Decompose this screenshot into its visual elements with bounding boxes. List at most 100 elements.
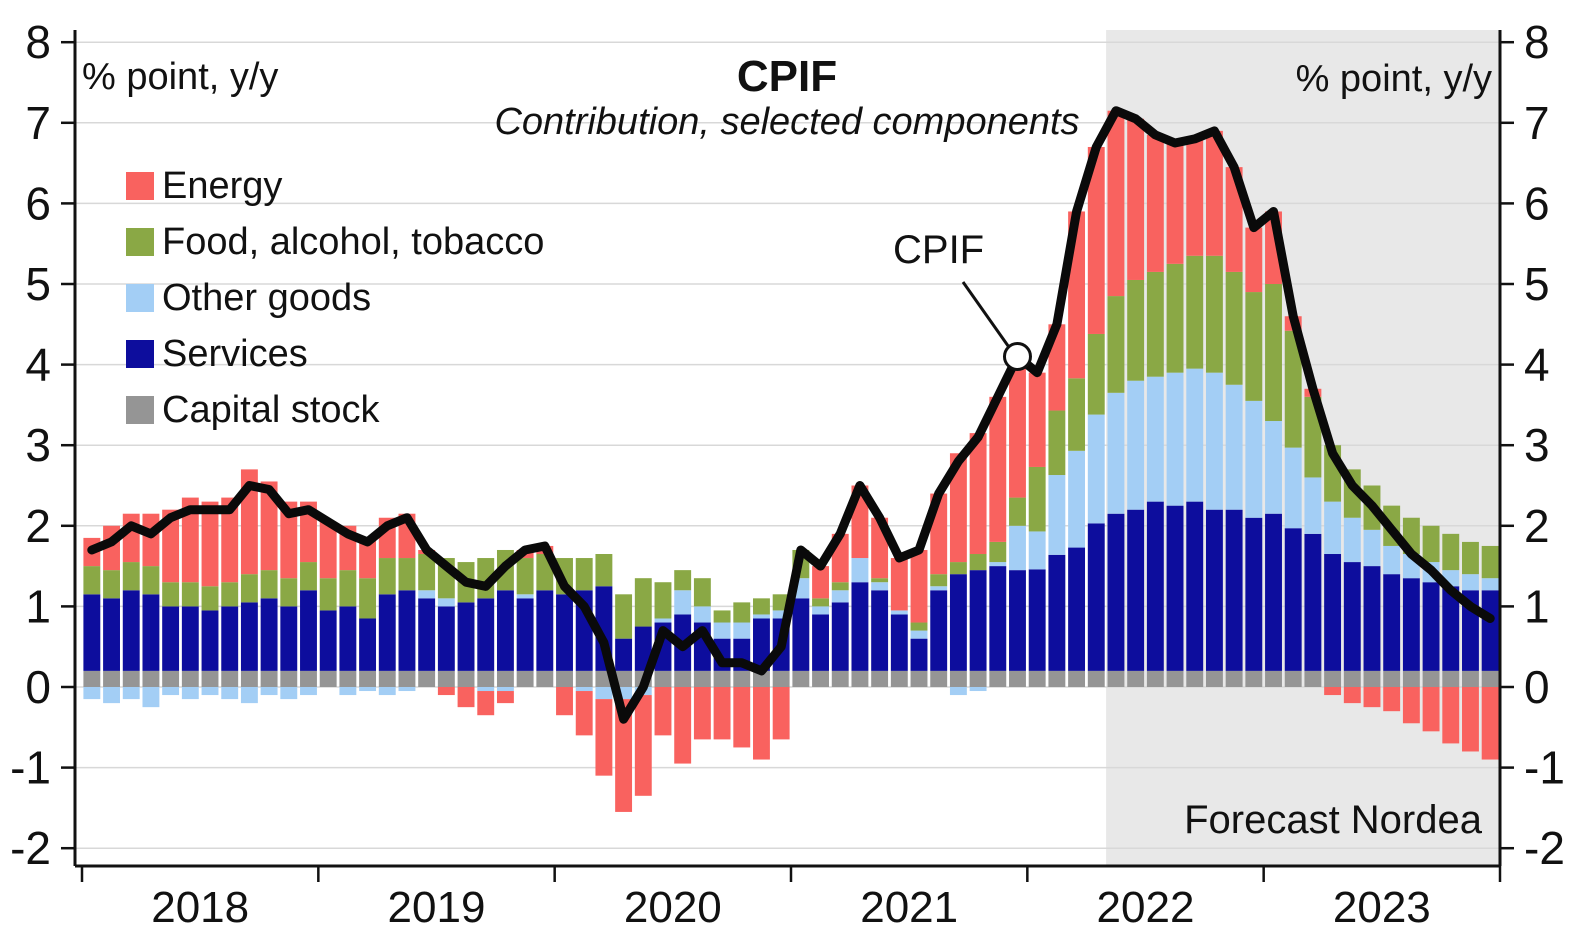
bar-segment bbox=[1343, 670, 1361, 687]
bar-segment bbox=[1383, 670, 1401, 687]
bar-segment bbox=[496, 590, 514, 671]
bar-segment bbox=[654, 687, 672, 736]
bar-segment bbox=[418, 670, 436, 687]
bar-segment bbox=[910, 549, 928, 623]
bar-segment bbox=[221, 606, 239, 671]
bar-segment bbox=[103, 570, 120, 599]
bar-segment bbox=[1068, 547, 1086, 671]
bar-segment bbox=[457, 687, 475, 708]
bar-segment bbox=[753, 598, 770, 615]
bar-segment bbox=[142, 670, 160, 687]
bar-segment bbox=[319, 578, 337, 611]
bar-segment bbox=[1245, 400, 1263, 518]
bar-segment bbox=[733, 687, 751, 748]
bar-segment bbox=[910, 630, 928, 639]
y-tick-label-right: 8 bbox=[1524, 16, 1550, 68]
y-tick-label-left: 7 bbox=[25, 97, 51, 149]
legend: Energy Food, alcohol, tobacco Other good… bbox=[126, 158, 544, 438]
bar-segment bbox=[201, 501, 219, 587]
bar-segment bbox=[1107, 670, 1125, 687]
bar-segment bbox=[1481, 545, 1499, 579]
bar-segment bbox=[1363, 670, 1381, 687]
bar-segment bbox=[1048, 554, 1066, 671]
bar-segment bbox=[339, 570, 357, 607]
cpif-line-annotation-label: CPIF bbox=[893, 228, 985, 272]
bar-segment bbox=[989, 541, 1007, 563]
bar-segment bbox=[142, 513, 160, 567]
bar-segment bbox=[1462, 670, 1479, 687]
bar-segment bbox=[457, 602, 475, 671]
bar-segment bbox=[398, 590, 416, 671]
bar-segment bbox=[300, 687, 317, 696]
legend-item-other-goods: Other goods bbox=[126, 270, 544, 326]
bar-segment bbox=[930, 574, 948, 587]
bar-segment bbox=[122, 687, 140, 700]
bar-segment bbox=[949, 687, 967, 696]
legend-label: Other goods bbox=[162, 276, 372, 319]
y-tick-label-left: 3 bbox=[25, 419, 51, 471]
bar-segment bbox=[792, 670, 810, 687]
bar-segment bbox=[1087, 523, 1105, 671]
bar-segment bbox=[753, 670, 770, 687]
annotation-leader-line bbox=[961, 281, 1010, 348]
bar-segment bbox=[1422, 525, 1440, 563]
bar-segment bbox=[122, 670, 140, 687]
bar-segment bbox=[1284, 330, 1302, 448]
x-year-label: 2020 bbox=[624, 883, 722, 932]
bar-segment bbox=[634, 626, 652, 671]
bar-segment bbox=[1107, 513, 1125, 671]
bar-segment bbox=[1265, 513, 1282, 671]
bar-segment bbox=[693, 578, 711, 607]
bar-segment bbox=[634, 578, 652, 627]
bar-segment bbox=[437, 606, 455, 671]
bar-segment bbox=[1205, 255, 1223, 373]
bar-segment bbox=[280, 670, 298, 687]
bar-segment bbox=[615, 699, 633, 812]
bar-segment bbox=[477, 691, 495, 716]
bar-segment bbox=[930, 670, 948, 687]
legend-label: Food, alcohol, tobacco bbox=[162, 220, 545, 263]
bar-segment bbox=[1127, 509, 1145, 671]
bar-segment bbox=[1166, 505, 1184, 671]
bar-segment bbox=[516, 558, 534, 595]
bar-segment bbox=[595, 699, 613, 776]
energy-swatch-icon bbox=[126, 172, 154, 200]
bar-segment bbox=[1127, 118, 1145, 280]
y-tick-label-left: 8 bbox=[25, 16, 51, 68]
bar-segment bbox=[1343, 687, 1361, 704]
bar-segment bbox=[949, 562, 967, 575]
bar-segment bbox=[1402, 687, 1420, 724]
bar-segment bbox=[378, 670, 396, 687]
bar-segment bbox=[1402, 578, 1420, 671]
bar-segment bbox=[280, 578, 298, 607]
bar-segment bbox=[162, 687, 180, 696]
bar-segment bbox=[300, 590, 317, 671]
bar-segment bbox=[674, 570, 692, 591]
bar-segment bbox=[1324, 554, 1342, 671]
bar-segment bbox=[496, 687, 514, 692]
bar-segment bbox=[142, 594, 160, 671]
bar-segment bbox=[674, 590, 692, 615]
bar-segment bbox=[595, 687, 613, 700]
bar-segment bbox=[1363, 529, 1381, 567]
y-tick-label-right: 3 bbox=[1524, 419, 1550, 471]
bar-segment bbox=[812, 566, 829, 599]
bar-segment bbox=[831, 582, 849, 591]
bar-segment bbox=[437, 687, 455, 696]
y-axis-unit-label-right: % point, y/y bbox=[1295, 58, 1492, 100]
bar-segment bbox=[1009, 570, 1026, 671]
bar-segment bbox=[1107, 110, 1125, 297]
bar-segment bbox=[240, 602, 258, 671]
bar-segment bbox=[1363, 566, 1381, 671]
bar-segment bbox=[1166, 372, 1184, 506]
y-tick-label-right: -2 bbox=[1524, 822, 1565, 874]
bar-segment bbox=[1324, 687, 1342, 696]
bar-segment bbox=[1166, 670, 1184, 687]
bar-segment bbox=[1107, 296, 1125, 393]
bar-segment bbox=[772, 670, 790, 687]
bar-segment bbox=[1402, 670, 1420, 687]
bar-segment bbox=[280, 687, 298, 700]
bar-segment bbox=[753, 618, 770, 671]
y-tick-label-right: 7 bbox=[1524, 97, 1550, 149]
bar-segment bbox=[181, 606, 199, 671]
